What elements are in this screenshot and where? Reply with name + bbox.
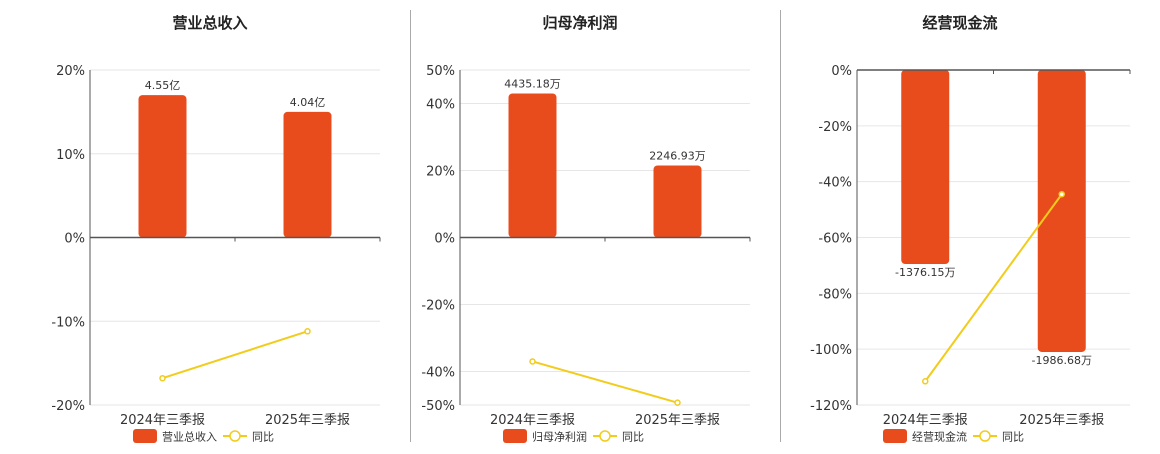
yoy-point: [159, 374, 166, 382]
bar: [901, 70, 950, 265]
yoy-point: [674, 399, 681, 406]
legend-bar-label: 营业总收入: [162, 430, 217, 444]
bar-data-label: -1986.68万: [1032, 354, 1092, 367]
bar: [138, 95, 187, 238]
y-tick-label: -50%: [421, 399, 455, 414]
bar-data-label: -1376.15万: [895, 266, 955, 279]
y-tick-label: 0%: [831, 64, 852, 79]
x-tick-label: 2024年三季报: [120, 413, 205, 428]
bar: [508, 93, 557, 238]
chart-title: 归母净利润: [542, 14, 617, 32]
y-tick-label: -20%: [818, 120, 852, 135]
legend-bar-swatch: [503, 429, 527, 443]
legend-bar-label: 经营现金流: [912, 430, 967, 444]
yoy-line: [162, 330, 308, 380]
yoy-point: [529, 358, 536, 365]
legend-line-marker: [979, 430, 991, 442]
yoy-point: [304, 328, 311, 335]
y-tick-label: -80%: [818, 287, 852, 302]
y-tick-label: -40%: [421, 366, 455, 381]
x-tick-label: 2024年三季报: [883, 413, 968, 428]
y-tick-label: 50%: [426, 64, 455, 79]
y-tick-label: 20%: [56, 64, 85, 79]
yoy-point: [922, 378, 929, 385]
y-tick-label: -100%: [810, 343, 852, 358]
bar-data-label: 4.04亿: [290, 96, 326, 109]
y-tick-label: -20%: [421, 299, 455, 314]
x-tick-label: 2025年三季报: [635, 413, 720, 428]
y-tick-label: -120%: [810, 399, 852, 414]
y-tick-label: 0%: [64, 232, 85, 247]
legend-bar-swatch: [883, 429, 907, 443]
chart-panel-1: 营业总收入 20% 10% 0% -10% -20% 4.55亿 4.04亿 2024年三季报 2…: [51, 14, 381, 444]
legend-bar-swatch: [133, 429, 157, 443]
yoy-line: [924, 193, 1063, 382]
chart-title: 营业总收入: [172, 14, 247, 32]
y-tick-label: 40%: [426, 98, 455, 113]
y-tick-label: 20%: [426, 165, 455, 180]
y-tick-label: -10%: [51, 315, 85, 330]
legend-line-marker: [229, 430, 241, 442]
bar-data-label: 2246.93万: [649, 149, 706, 162]
yoy-line: [532, 360, 678, 404]
y-tick-label: 0%: [434, 232, 455, 247]
y-tick-label: 10%: [56, 148, 85, 163]
legend-bar-label: 归母净利润: [532, 430, 587, 444]
bar: [653, 165, 702, 238]
bar-data-label: 4.55亿: [145, 79, 181, 92]
bar: [1037, 70, 1086, 352]
chart-panel-3: 经营现金流 0% -20% -40% -60% -80% -100% -120% -1376.1…: [810, 14, 1131, 444]
bar-data-label: 4435.18万: [504, 77, 561, 90]
x-tick-label: 2025年三季报: [265, 413, 350, 428]
legend-line-label: 同比: [622, 431, 644, 444]
chart-panel-2: 归母净利润 50% 40% 20% 0% -20% -40% -50% 4435.18万 2246…: [421, 14, 751, 444]
legend-line-marker: [599, 430, 611, 442]
legend-line-label: 同比: [252, 431, 274, 444]
y-tick-label: -60%: [818, 232, 852, 247]
legend-line-label: 同比: [1002, 431, 1024, 444]
bar: [283, 111, 332, 238]
x-tick-label: 2024年三季报: [490, 413, 575, 428]
y-tick-label: -40%: [818, 176, 852, 191]
y-tick-label: -20%: [51, 399, 85, 414]
x-tick-label: 2025年三季报: [1019, 413, 1104, 428]
yoy-point: [1058, 190, 1065, 198]
chart-title: 经营现金流: [922, 14, 997, 32]
